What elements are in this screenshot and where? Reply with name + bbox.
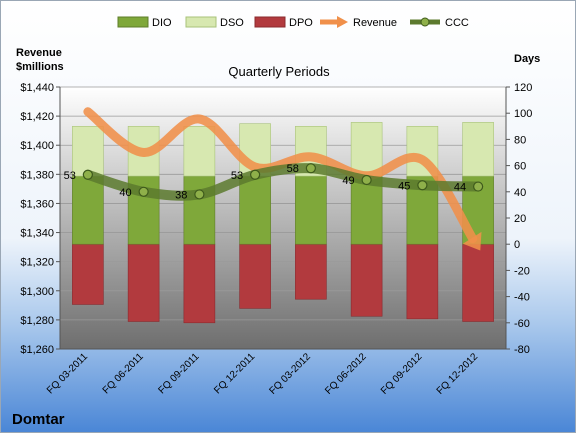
ccc-point <box>305 163 316 174</box>
bar-dpo <box>239 243 271 309</box>
left-axis-label-line2: $millions <box>16 61 64 73</box>
revenue-arrowhead <box>462 231 482 251</box>
ccc-point <box>138 186 149 197</box>
legend-label-dso: DSO <box>220 17 244 29</box>
left-axis-tick-label: $1,420 <box>20 111 54 123</box>
legend-swatch-dpo <box>254 16 286 28</box>
left-axis-tick-label: $1,320 <box>20 257 54 269</box>
left-axis-tick-label: $1,400 <box>20 140 54 152</box>
legend-label-dio: DIO <box>152 17 172 29</box>
ccc-point <box>361 174 372 186</box>
legend-swatch-dso <box>185 16 217 28</box>
bar-dso <box>462 122 494 177</box>
left-axis-tick-label: $1,260 <box>20 344 54 356</box>
ccc-data-label: 44 <box>454 182 466 194</box>
legend-label-dpo: DPO <box>289 17 313 29</box>
ccc-data-label: 58 <box>287 163 299 175</box>
right-axis-tick-label: -40 <box>514 292 530 304</box>
left-axis-tick-label: $1,280 <box>20 315 54 327</box>
left-axis-tick-label: $1,380 <box>20 169 54 181</box>
bar-dpo <box>295 243 327 300</box>
bar-dso <box>350 122 383 177</box>
legend-label-ccc: CCC <box>445 17 469 29</box>
bar-dpo <box>127 243 160 322</box>
right-axis-tick-label: 100 <box>514 108 532 120</box>
right-axis-tick-label: 0 <box>514 239 520 251</box>
right-axis-tick-label: 20 <box>514 213 526 225</box>
right-axis-tick-label: -60 <box>514 318 530 330</box>
legend-marker-ccc <box>420 17 430 27</box>
chart-title: Quarterly Periods <box>228 64 330 79</box>
ccc-point <box>82 169 93 180</box>
company-name: Domtar <box>12 411 65 428</box>
ccc-point <box>417 180 428 191</box>
bar-dio <box>239 175 271 245</box>
bar-dio <box>183 175 216 245</box>
ccc-data-label: 53 <box>231 170 243 182</box>
ccc-data-label: 45 <box>398 180 410 192</box>
bar-dpo <box>406 243 439 320</box>
bar-dio <box>72 175 104 245</box>
lines <box>82 107 484 251</box>
right-axis-tick-label: 120 <box>514 82 532 94</box>
left-axis-tick-label: $1,300 <box>20 286 54 298</box>
ccc-data-label: 49 <box>342 175 354 187</box>
left-axis-label-line1: Revenue <box>16 47 62 59</box>
bar-dso <box>72 126 104 177</box>
bar-dpo <box>350 243 383 317</box>
legend-arrowhead-revenue <box>337 16 348 28</box>
left-axis-tick-label: $1,440 <box>20 82 54 94</box>
bar-dpo <box>462 243 494 322</box>
right-axis-tick-label: 80 <box>514 134 526 146</box>
right-axis-tick-label: 40 <box>514 187 526 199</box>
right-axis-label: Days <box>514 53 540 65</box>
ccc-data-label: 38 <box>175 189 187 201</box>
right-axis-tick-label: -80 <box>514 344 530 356</box>
bar-dso <box>183 126 216 177</box>
data-labels: 53 40 38 53 58 49 45 44 <box>64 163 467 201</box>
ccc-data-label: 40 <box>119 187 131 199</box>
revenue-line <box>83 107 478 244</box>
right-axis-tick-label: -20 <box>514 265 530 277</box>
left-axis-tick-label: $1,360 <box>20 198 54 210</box>
ccc-data-label: 53 <box>64 170 76 182</box>
ccc-point <box>194 189 205 200</box>
legend-label-revenue: Revenue <box>353 17 397 29</box>
left-axis-tick-label: $1,340 <box>20 228 54 240</box>
right-axis-tick-label: 60 <box>514 161 526 173</box>
ccc-point <box>250 169 261 180</box>
bar-dio <box>295 175 327 245</box>
legend-swatch-dio <box>117 16 149 28</box>
plot-area <box>60 87 506 349</box>
legend: DIO DSO DPO Revenue CCC <box>117 16 469 29</box>
bar-dpo <box>183 243 216 324</box>
ccc-point <box>473 181 484 192</box>
bar-dpo <box>72 243 104 305</box>
